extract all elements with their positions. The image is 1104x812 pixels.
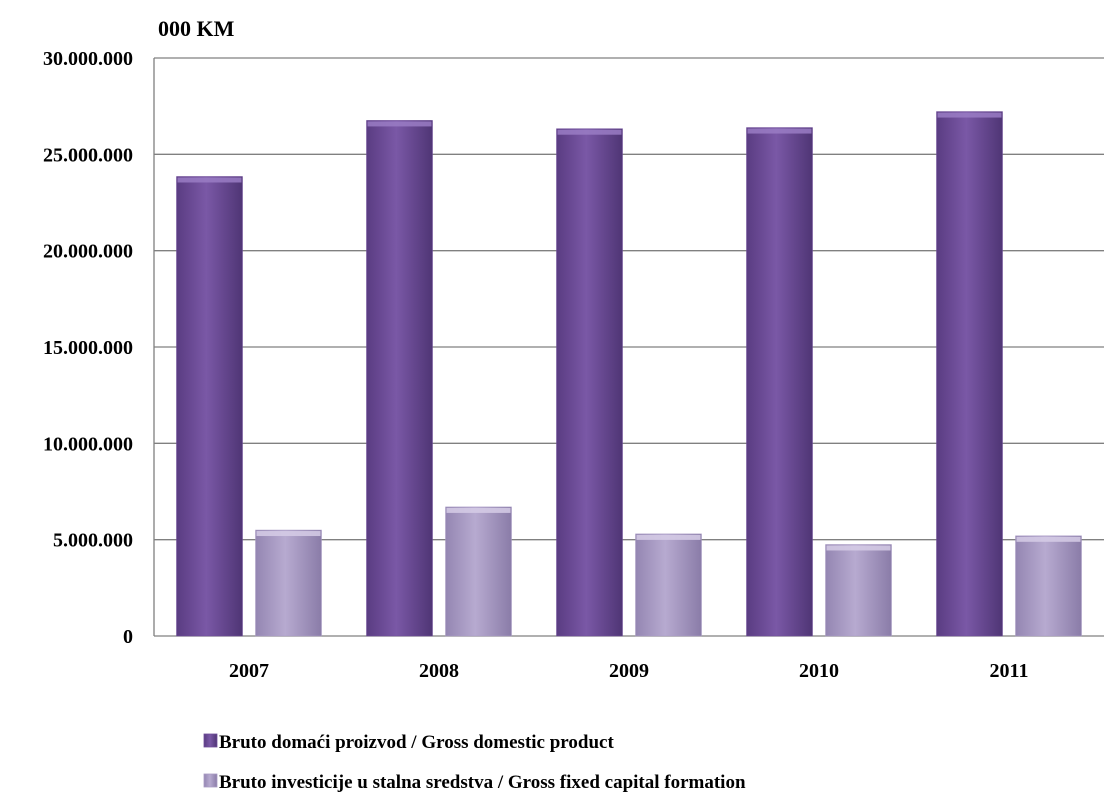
bar-top-highlight [446,507,511,513]
bar-2007-series-2 [255,529,322,637]
legend-swatch-series-1 [203,733,218,748]
bar-top-highlight [937,112,1002,118]
y-tick-label: 10.000.000 [43,433,133,455]
bar-top-highlight [177,177,242,183]
bar-top-highlight [256,531,321,537]
y-axis-ticks: 0 5.000.000 10.000.000 15.000.000 20.000.000… [43,48,133,648]
bar-2010-series-2 [825,544,892,637]
bar-top-highlight [826,545,891,551]
legend-label-series-1: Bruto domaći proizvod / Gross domestic p… [219,732,614,753]
bar-2008-series-2 [445,506,512,637]
legend-label-series-2: Bruto investicije u stalna sredstva / Gr… [219,772,746,793]
bar-2011-series-2 [1015,535,1082,637]
y-tick-label: 0 [123,626,133,648]
legend-swatch-series-2 [203,773,218,788]
bar-top-highlight [1016,536,1081,542]
bar-top-highlight [367,121,432,127]
bar-2008-series-1 [366,120,433,637]
y-tick-label: 15.000.000 [43,337,133,359]
x-tick-label: 2010 [799,660,839,682]
legend: Bruto domaći proizvod / Gross domestic p… [203,732,746,793]
bar-2009-series-2 [635,533,702,637]
unit-label: 000 KM [158,16,235,41]
bar-2010-series-1 [746,127,813,637]
x-tick-label: 2008 [419,660,459,682]
y-tick-label: 25.000.000 [43,144,133,166]
y-tick-label: 5.000.000 [53,530,133,552]
x-tick-label: 2011 [990,660,1029,682]
bars [176,111,1082,637]
bar-top-highlight [636,534,701,540]
bar-2011-series-1 [936,111,1003,637]
bar-2007-series-1 [176,176,243,637]
x-tick-label: 2007 [229,660,269,682]
x-tick-label: 2009 [609,660,649,682]
y-tick-label: 30.000.000 [43,48,133,70]
x-axis-ticks: 2007 2008 2009 2010 2011 [229,660,1028,682]
bar-2009-series-1 [556,128,623,637]
bar-top-highlight [747,128,812,134]
y-tick-label: 20.000.000 [43,241,133,263]
bar-top-highlight [557,129,622,135]
